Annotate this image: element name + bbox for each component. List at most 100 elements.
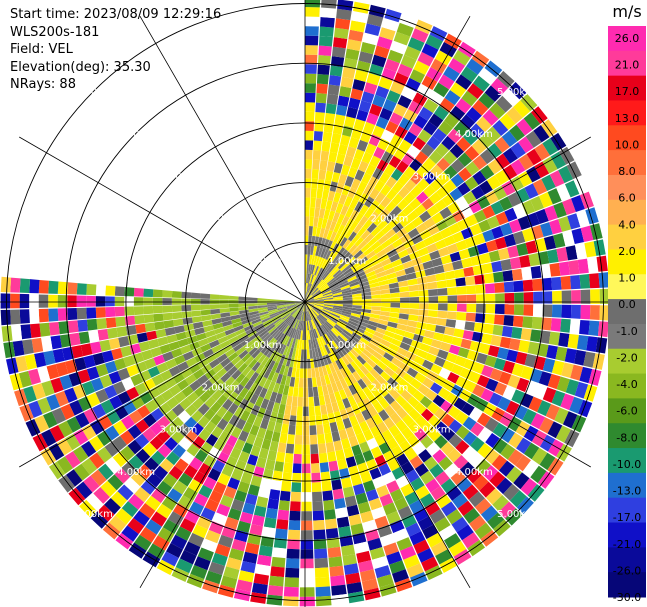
- range-gate: [511, 363, 525, 377]
- range-gate: [404, 179, 417, 192]
- range-gate: [415, 222, 428, 234]
- range-gate: [367, 320, 379, 327]
- range-gate: [285, 443, 295, 454]
- range-gate: [256, 427, 267, 439]
- range-gate: [433, 105, 449, 121]
- range-gate: [398, 280, 409, 288]
- range-gate: [296, 406, 303, 417]
- range-gate: [547, 421, 563, 439]
- range-gate: [335, 507, 348, 519]
- range-gate: [395, 210, 407, 223]
- range-gate: [448, 419, 463, 434]
- range-gate: [447, 405, 461, 419]
- range-gate: [354, 453, 366, 466]
- range-gate: [302, 302, 305, 312]
- range-gate: [150, 511, 167, 527]
- range-gate: [542, 291, 553, 304]
- range-gate: [320, 198, 328, 210]
- range-gate: [472, 361, 485, 375]
- range-gate: [333, 325, 343, 334]
- range-gate: [568, 260, 580, 275]
- range-gate: [322, 290, 332, 296]
- range-gate: [447, 295, 458, 303]
- range-gate: [166, 543, 183, 559]
- range-gate: [372, 351, 383, 361]
- range-gate: [316, 83, 328, 94]
- range-gate: [310, 245, 315, 256]
- range-gate: [397, 318, 409, 326]
- range-gate: [236, 520, 251, 534]
- range-gate: [104, 425, 120, 441]
- range-gate: [311, 288, 319, 296]
- range-gate: [270, 566, 285, 578]
- range-gate: [297, 302, 305, 309]
- range-gate: [298, 310, 303, 321]
- range-gate: [438, 74, 455, 90]
- range-gate: [417, 51, 435, 67]
- range-gate: [107, 474, 124, 491]
- range-gate: [344, 175, 355, 188]
- range-gate: [490, 200, 504, 215]
- range-gate: [380, 288, 391, 295]
- range-gate: [184, 374, 197, 386]
- range-gate: [150, 450, 166, 465]
- range-gate: [441, 413, 455, 427]
- range-gate: [487, 142, 503, 159]
- range-gate: [456, 477, 473, 493]
- range-gate: [323, 238, 330, 249]
- range-gate: [454, 355, 467, 367]
- range-gate: [363, 121, 376, 134]
- range-gate: [332, 371, 340, 383]
- range-gate: [319, 313, 328, 321]
- range-gate: [269, 440, 279, 452]
- range-gate: [258, 376, 268, 388]
- range-gate: [437, 310, 448, 319]
- range-gate: [323, 499, 335, 511]
- range-gate: [213, 438, 226, 452]
- range-gate: [516, 118, 533, 136]
- range-gate: [305, 159, 313, 169]
- range-gate: [179, 518, 196, 533]
- range-gate: [224, 376, 236, 388]
- range-gate: [306, 263, 309, 274]
- range-gate: [379, 493, 394, 507]
- range-gate: [381, 239, 392, 249]
- range-gate: [328, 151, 338, 163]
- range-gate: [533, 384, 548, 400]
- range-gate: [275, 331, 283, 341]
- range-gate: [440, 254, 452, 265]
- range-gate: [271, 316, 281, 323]
- range-gate: [374, 230, 385, 241]
- range-gate: [414, 372, 427, 384]
- range-gate: [484, 417, 499, 433]
- range-gate: [427, 414, 441, 428]
- range-gate: [399, 342, 411, 351]
- range-gate: [537, 400, 552, 417]
- range-gate: [56, 456, 73, 474]
- range-gate: [324, 274, 333, 283]
- range-gate: [376, 484, 390, 498]
- range-gate: [332, 327, 341, 336]
- range-gate: [290, 405, 298, 416]
- range-gate: [449, 143, 465, 159]
- range-gate: [341, 344, 350, 354]
- range-gate: [253, 573, 269, 585]
- range-gate: [335, 449, 346, 461]
- range-gate: [330, 284, 340, 291]
- range-gate: [426, 67, 443, 82]
- range-gate: [507, 449, 524, 466]
- range-gate: [310, 274, 315, 284]
- range-gate: [449, 187, 463, 201]
- range-gate: [447, 371, 460, 384]
- range-gate: [351, 332, 362, 340]
- range-gate: [551, 276, 562, 291]
- range-gate: [329, 241, 337, 252]
- range-gate: [333, 162, 343, 174]
- range-gate: [258, 487, 270, 499]
- range-gate: [175, 558, 193, 574]
- range-gate: [513, 280, 524, 292]
- range-gate: [348, 244, 358, 254]
- range-gate: [233, 588, 251, 602]
- range-gate: [347, 320, 358, 327]
- range-gate: [433, 82, 450, 98]
